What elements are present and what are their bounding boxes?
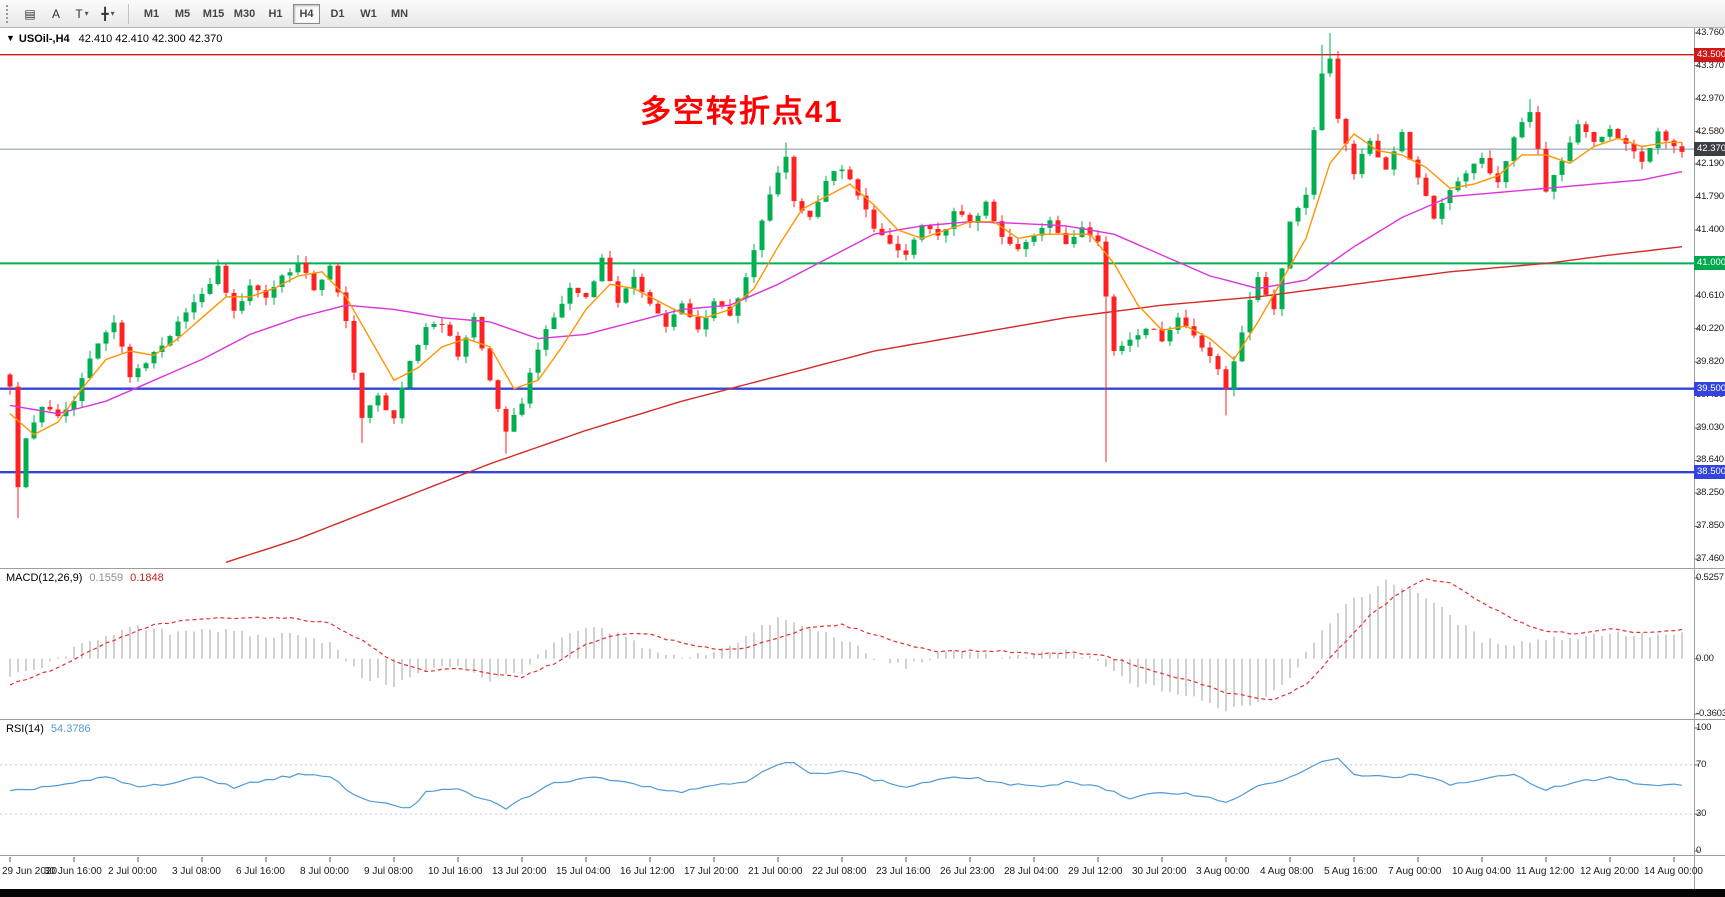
price-axis-label: 42.580 <box>1696 125 1724 137</box>
time-axis-label: 7 Aug 00:00 <box>1388 866 1442 877</box>
time-axis-label: 3 Aug 00:00 <box>1196 866 1250 877</box>
price-axis-label: 40.220 <box>1696 322 1724 334</box>
rsi-label: RSI(14) 54.3786 <box>6 723 91 735</box>
macd-axis-label: 0.5257 <box>1696 572 1724 583</box>
dropdown-caret-icon: ▾ <box>110 9 115 18</box>
time-axis-label: 14 Aug 00:00 <box>1644 866 1703 877</box>
price-axis-label: 40.610 <box>1696 290 1724 301</box>
timeframe-mn[interactable]: MN <box>390 7 409 20</box>
cursor-a-tool[interactable]: A <box>44 3 68 25</box>
timeframe-h4[interactable]: H4 <box>293 3 320 24</box>
rsi-value: 54.3786 <box>50 723 91 735</box>
time-axis-label: 29 Jun 2020 <box>2 866 58 877</box>
cursor-a-tool-glyph: A <box>51 6 60 21</box>
timeframe-d1[interactable]: D1 <box>330 7 345 20</box>
rsi-axis-label: 70 <box>1696 758 1707 770</box>
price-axis-label: 43.760 <box>1696 27 1724 38</box>
toolbar-grip[interactable] <box>6 4 12 23</box>
time-axis-label: 5 Aug 16:00 <box>1324 866 1378 877</box>
time-axis-label: 13 Jul 20:00 <box>492 866 547 877</box>
collapse-triangle-icon[interactable]: ▼ <box>6 33 15 43</box>
time-axis-label: 26 Jul 23:00 <box>940 866 995 877</box>
rsi-axis-label: 100 <box>1696 722 1712 733</box>
time-axis-label: 10 Jul 16:00 <box>428 866 483 877</box>
rsi-name: RSI(14) <box>6 723 44 735</box>
time-axis-label: 4 Aug 08:00 <box>1260 866 1314 877</box>
time-axis-label: 30 Jun 16:00 <box>44 866 102 877</box>
price-axis-label: 41.790 <box>1696 191 1724 203</box>
macd-axis-label: -0.3603 <box>1696 708 1725 719</box>
timeframe-w1[interactable]: W1 <box>360 7 377 20</box>
time-axis-label: 10 Aug 04:00 <box>1452 866 1511 877</box>
time-axis-label: 30 Jul 20:00 <box>1132 866 1187 877</box>
time-axis-label: 23 Jul 16:00 <box>876 866 931 877</box>
time-axis-label: 21 Jul 00:00 <box>748 866 803 877</box>
crosshair-draw-tool[interactable]: ╋ ▾ <box>96 3 120 25</box>
timeframe-m1[interactable]: M1 <box>143 7 160 20</box>
charts-icon[interactable]: ▤ <box>18 3 42 25</box>
ohlc-values: 42.410 42.410 42.300 42.370 <box>78 33 223 45</box>
time-axis-label: 17 Jul 20:00 <box>684 866 739 877</box>
time-axis-label: 6 Jul 16:00 <box>236 866 285 877</box>
timeframe-m5[interactable]: M5 <box>174 7 191 20</box>
timeframe-m30[interactable]: M30 <box>233 7 256 20</box>
macd-main-value: 0.1559 <box>89 572 124 584</box>
rsi-axis-label: 30 <box>1696 808 1707 820</box>
price-axis-label: 39.820 <box>1696 355 1724 367</box>
time-axis-label: 12 Aug 20:00 <box>1580 866 1639 877</box>
price-axis-label: 41.400 <box>1696 224 1724 236</box>
chart-header: ▼ USOil-,H4 42.410 42.410 42.300 42.370 <box>6 33 222 45</box>
macd-axis-label: 0.00 <box>1696 652 1714 664</box>
rsi-axis-label: 0 <box>1696 845 1702 856</box>
time-axis-label: 8 Jul 00:00 <box>300 866 349 877</box>
macd-name: MACD(12,26,9) <box>6 572 83 584</box>
price-axis-label: 37.460 <box>1696 553 1724 564</box>
tool-buttons-group: ▤ A T ▾ ╋ ▾ <box>18 3 120 25</box>
level-tag-43500: 43.500 <box>1694 47 1725 62</box>
charts-icon-glyph: ▤ <box>24 6 36 21</box>
price-axis-label: 37.850 <box>1696 520 1724 532</box>
text-tool[interactable]: T ▾ <box>70 3 94 25</box>
price-axis-label: 42.190 <box>1696 158 1724 170</box>
bottom-scroll-strip <box>0 889 1725 897</box>
time-axis-label: 2 Jul 00:00 <box>108 866 157 877</box>
price-axis-label: 43.370 <box>1696 59 1724 71</box>
price-axis-label: 42.970 <box>1696 92 1724 104</box>
time-axis-label: 15 Jul 04:00 <box>556 866 611 877</box>
current-price-tag: 42.370 <box>1694 142 1725 157</box>
time-axis-label: 9 Jul 08:00 <box>364 866 413 877</box>
timeframe-m15[interactable]: M15 <box>202 7 225 20</box>
timeframe-h1[interactable]: H1 <box>268 7 283 20</box>
level-tag-39500: 39.500 <box>1694 381 1725 396</box>
text-tool-glyph: T <box>75 6 83 21</box>
price-axis-label: 38.640 <box>1696 454 1724 466</box>
toolbar-separator <box>128 3 129 24</box>
level-tag-38500: 38.500 <box>1694 465 1725 480</box>
price-axis-label: 38.250 <box>1696 487 1724 499</box>
macd-signal-value: 0.1848 <box>130 572 164 584</box>
time-axis-label: 22 Jul 08:00 <box>812 866 867 877</box>
timeframe-buttons-group: M1 M5 M15 M30 H1 H4 D1 W1 MN <box>137 3 414 24</box>
main-toolbar: ▤ A T ▾ ╋ ▾ M1 M5 M15 M30 H1 H4 D1 W1 MN <box>0 0 1725 28</box>
annotation-text[interactable]: 多空转折点41 <box>640 94 844 129</box>
time-axis-label: 28 Jul 04:00 <box>1004 866 1059 877</box>
time-axis-label: 3 Jul 08:00 <box>172 866 221 877</box>
time-axis-label: 16 Jul 12:00 <box>620 866 675 877</box>
price-axis-label: 39.030 <box>1696 421 1724 433</box>
time-axis-label: 29 Jul 12:00 <box>1068 866 1123 877</box>
dropdown-caret-icon: ▾ <box>84 9 89 18</box>
level-tag-41000: 41.000 <box>1694 256 1725 271</box>
crosshair-draw-tool-glyph: ╋ <box>101 6 109 21</box>
macd-label: MACD(12,26,9) 0.1559 0.1848 <box>6 572 164 584</box>
time-axis-label: 11 Aug 12:00 <box>1516 866 1575 877</box>
symbol-name: USOil-,H4 <box>18 33 70 45</box>
